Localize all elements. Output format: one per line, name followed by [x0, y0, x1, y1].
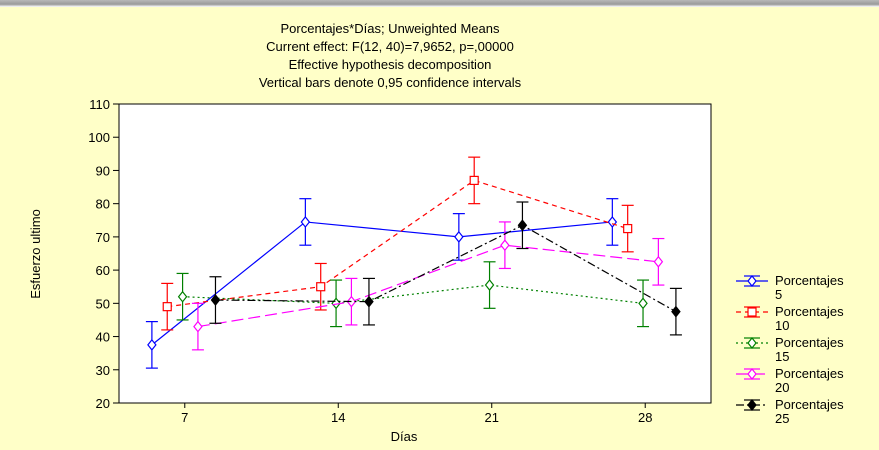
- data-point: [193, 320, 203, 333]
- legend-sublabel: 10: [775, 318, 789, 333]
- plot-area: [118, 103, 712, 404]
- legend-label: Porcentajes: [775, 335, 844, 350]
- data-point: [653, 255, 664, 268]
- legend: Porcentajes5Porcentajes10Porcentajes15Po…: [736, 273, 844, 426]
- data-point: [623, 223, 633, 234]
- axes: 20 30 40 50 60 70 80 90 100 110 7 14 21 28: [88, 97, 652, 425]
- legend-marker: [747, 307, 757, 317]
- data-point: [638, 297, 648, 310]
- chart-title-line-3: Effective hypothesis decomposition: [288, 57, 492, 72]
- data-point: [210, 294, 221, 306]
- x-tick-label: 7: [181, 410, 188, 425]
- chart-title-line-2: Current effect: F(12, 40)=7,9652, p=,000…: [266, 39, 514, 54]
- series-line: [197, 244, 659, 328]
- legend-sublabel: 5: [775, 287, 782, 302]
- y-tick-label: 90: [96, 163, 110, 178]
- x-tick-label: 28: [638, 410, 652, 425]
- legend-label: Porcentajes: [775, 273, 844, 288]
- series-line: [215, 224, 677, 313]
- window-top-border: [0, 0, 879, 7]
- legend-label: Porcentajes: [775, 304, 844, 319]
- x-tick-label: 14: [331, 410, 345, 425]
- data-point: [300, 215, 311, 228]
- chart-title-block: Porcentajes*Días; Unweighted Means Curre…: [0, 20, 780, 92]
- series-4: [209, 201, 682, 336]
- data-point: [517, 219, 528, 232]
- series-0: [145, 198, 619, 369]
- y-tick-label: 60: [96, 263, 110, 278]
- data-point: [147, 338, 157, 351]
- y-tick-label: 80: [96, 197, 110, 212]
- y-tick-label: 40: [96, 330, 110, 345]
- legend-sublabel: 20: [775, 380, 789, 395]
- y-tick-label: 110: [89, 97, 110, 112]
- legend-sublabel: 25: [775, 411, 789, 426]
- legend-sublabel: 15: [775, 349, 789, 364]
- data-point: [454, 230, 464, 243]
- y-tick-label: 50: [96, 296, 110, 311]
- y-tick-label: 70: [96, 230, 110, 245]
- chart-title-line-4: Vertical bars denote 0,95 confidence int…: [258, 75, 522, 90]
- series-line: [151, 221, 613, 346]
- data-point: [500, 239, 510, 252]
- legend-label: Porcentajes: [775, 366, 844, 381]
- data-point: [316, 282, 326, 292]
- y-axis-label: Esfuerzo ultimo: [28, 209, 43, 299]
- legend-label: Porcentajes: [775, 397, 844, 412]
- x-axis-label: Días: [391, 429, 418, 444]
- data-point: [671, 305, 681, 318]
- legend-marker: [747, 399, 757, 411]
- data-point: [364, 295, 374, 308]
- y-tick-label: 20: [96, 396, 110, 411]
- y-tick-label: 30: [96, 363, 110, 378]
- data-point: [469, 175, 479, 186]
- series-1: [161, 156, 634, 331]
- data-point: [162, 302, 172, 312]
- chart-title-line-1: Porcentajes*Días; Unweighted Means: [280, 21, 500, 36]
- series-layer: [145, 156, 682, 369]
- data-point: [177, 290, 188, 303]
- legend-marker: [747, 275, 757, 287]
- y-tick-label: 100: [88, 130, 110, 145]
- data-point: [484, 279, 495, 292]
- legend-marker: [747, 368, 757, 380]
- legend-marker: [747, 337, 757, 349]
- x-tick-label: 21: [485, 410, 499, 425]
